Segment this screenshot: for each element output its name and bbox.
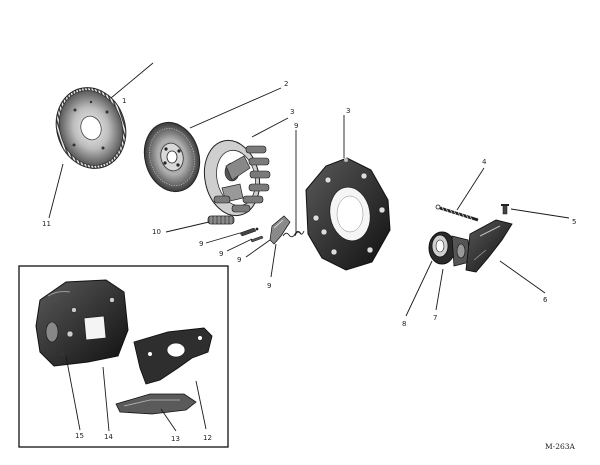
label-12: 12	[203, 434, 212, 442]
pressure-springs	[213, 145, 271, 213]
label-9-a: 9	[199, 240, 203, 248]
label-4: 4	[482, 158, 487, 166]
label-3-cover: 3	[346, 107, 350, 115]
label-9-c: 9	[237, 256, 241, 264]
pressure-spring-loose	[207, 215, 235, 225]
label-14: 14	[104, 433, 113, 441]
dust-cover	[133, 327, 213, 385]
label-3-pressure-plate: 3	[290, 108, 294, 116]
pressure-plate	[203, 139, 271, 217]
pin	[501, 204, 509, 215]
label-1: 1	[122, 97, 126, 105]
clutch-housing	[35, 279, 129, 367]
housing-bolt	[58, 352, 64, 356]
label-15: 15	[75, 432, 84, 440]
callout-labels: 1 2 3 3 4 5 6 7 8 9 9 9 9 9 10 11 12 13 …	[42, 80, 576, 443]
release-bearing	[428, 231, 456, 265]
figure-id: M-263A	[545, 442, 576, 451]
label-5: 5	[572, 218, 576, 226]
label-11: 11	[42, 220, 51, 228]
label-9-d: 9	[267, 282, 271, 290]
release-fork	[465, 219, 513, 273]
inset-panel	[18, 265, 229, 448]
label-13: 13	[171, 435, 180, 443]
label-2: 2	[284, 80, 288, 88]
clutch-disc	[143, 121, 201, 193]
lower-pan	[115, 393, 197, 415]
flywheel	[55, 87, 127, 169]
label-10: 10	[152, 228, 161, 236]
fork-spring	[435, 204, 479, 222]
clutch-cover	[305, 157, 391, 271]
label-6: 6	[543, 296, 548, 304]
label-8: 8	[402, 320, 406, 328]
label-9-b: 9	[219, 250, 223, 258]
label-7: 7	[433, 314, 437, 322]
label-9-top: 9	[294, 122, 298, 130]
leader-lines	[48, 62, 570, 432]
